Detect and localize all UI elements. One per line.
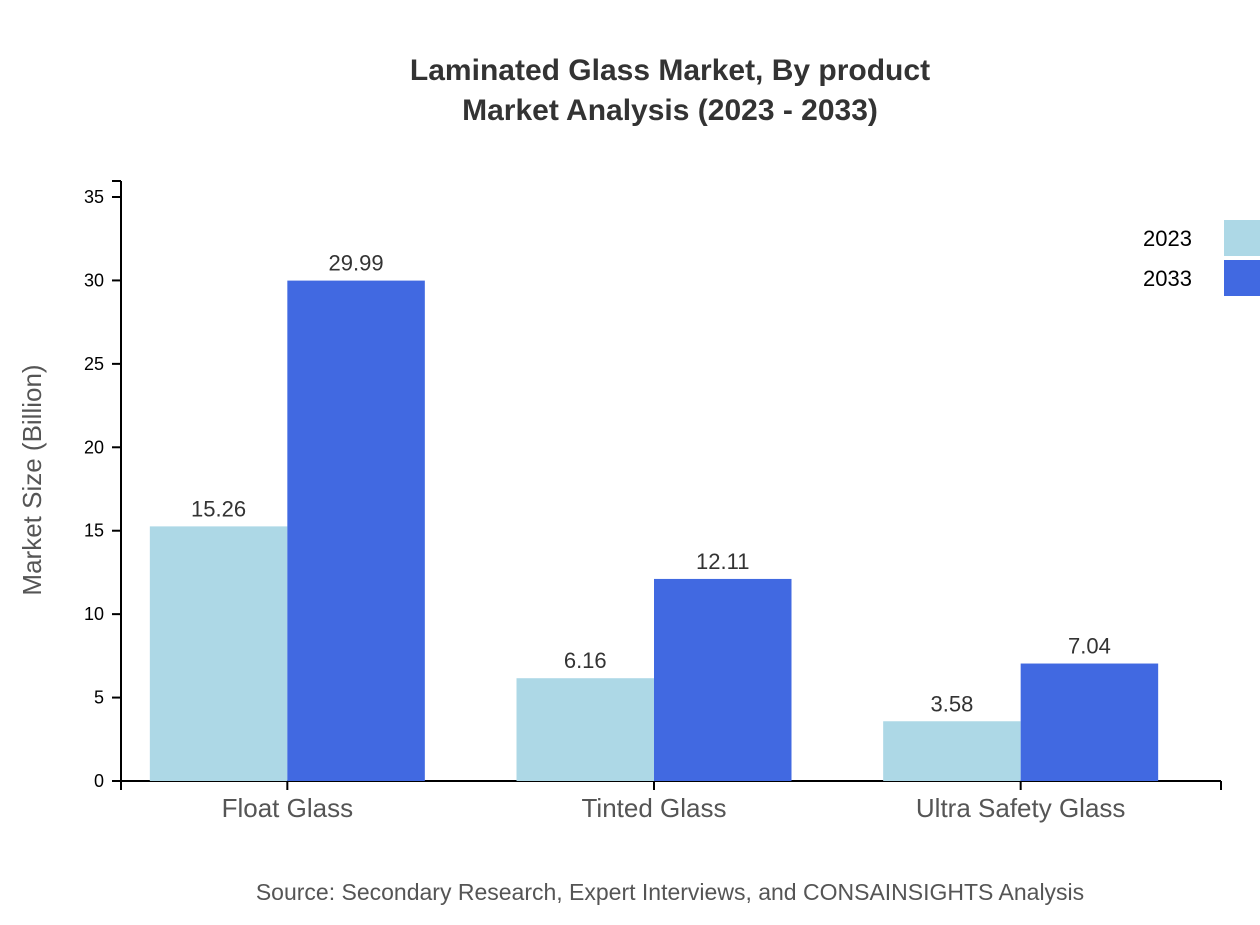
chart-subtitle: Market Analysis (2023 - 2033): [462, 94, 878, 127]
y-tick-label: 35: [84, 187, 104, 207]
data-label: 3.58: [931, 691, 974, 716]
legend-swatch: [1224, 260, 1260, 296]
data-label: 7.04: [1068, 634, 1111, 659]
source-note: Source: Secondary Research, Expert Inter…: [256, 879, 1084, 905]
y-tick-label: 15: [84, 521, 104, 541]
data-label: 6.16: [564, 648, 607, 673]
bar-2023: [516, 678, 654, 781]
bar-2033: [287, 280, 425, 781]
data-label: 12.11: [696, 549, 749, 574]
x-tick-label: Float Glass: [222, 793, 354, 823]
bar-2033: [654, 578, 792, 781]
legend-swatch: [1224, 220, 1260, 256]
data-label: 15.26: [191, 496, 246, 521]
legend-label: 2033: [1143, 266, 1192, 291]
x-tick-label: Tinted Glass: [582, 793, 727, 823]
y-axis-label: Market Size (Billion): [17, 364, 47, 595]
x-tick-label: Ultra Safety Glass: [916, 793, 1126, 823]
bar-2023: [149, 526, 288, 781]
bar-2023: [883, 721, 1021, 781]
y-tick-label: 20: [84, 437, 104, 457]
bar-2033: [1020, 663, 1159, 781]
y-tick-label: 30: [84, 270, 104, 290]
y-tick-label: 5: [94, 688, 104, 708]
data-label: 29.99: [329, 251, 384, 276]
legend-label: 2023: [1143, 226, 1192, 251]
y-tick-label: 25: [84, 354, 104, 374]
y-tick-label: 0: [94, 771, 104, 791]
y-tick-label: 10: [84, 604, 104, 624]
chart-title: Laminated Glass Market, By product: [410, 54, 930, 87]
